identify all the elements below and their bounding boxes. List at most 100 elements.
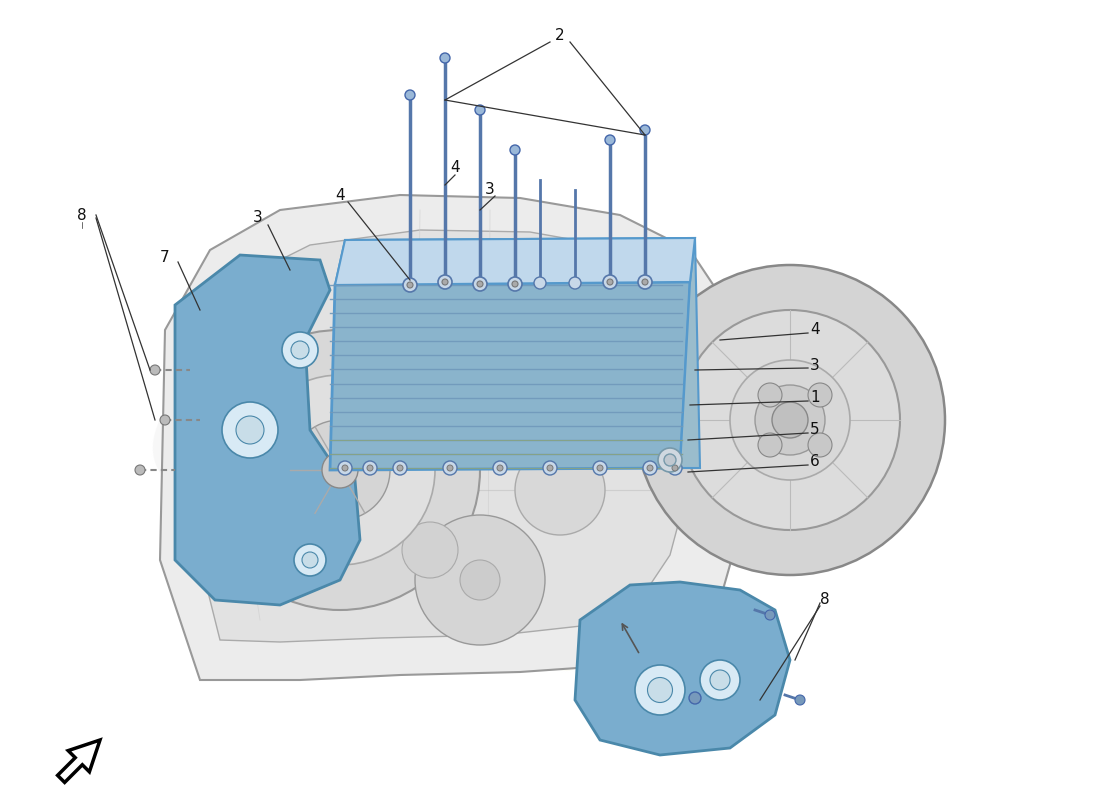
Circle shape (415, 515, 544, 645)
Circle shape (534, 277, 546, 289)
Polygon shape (195, 230, 695, 642)
Circle shape (407, 282, 412, 288)
Circle shape (638, 275, 652, 289)
Text: 4: 4 (336, 187, 344, 202)
Circle shape (772, 402, 808, 438)
Circle shape (795, 695, 805, 705)
Circle shape (438, 275, 452, 289)
Circle shape (440, 53, 450, 63)
Circle shape (644, 461, 657, 475)
Circle shape (758, 433, 782, 457)
Circle shape (342, 465, 348, 471)
Circle shape (405, 90, 415, 100)
Circle shape (642, 279, 648, 285)
Circle shape (680, 310, 900, 530)
Circle shape (518, 328, 562, 372)
Circle shape (700, 660, 740, 700)
Circle shape (808, 383, 832, 407)
Circle shape (150, 365, 160, 375)
Circle shape (403, 278, 417, 292)
Ellipse shape (550, 242, 578, 254)
Circle shape (450, 350, 510, 410)
Text: 3: 3 (485, 182, 495, 198)
Polygon shape (336, 238, 695, 285)
Circle shape (658, 448, 682, 472)
Circle shape (222, 402, 278, 458)
Circle shape (367, 465, 373, 471)
Circle shape (605, 135, 615, 145)
Circle shape (672, 465, 678, 471)
Circle shape (460, 560, 500, 600)
Circle shape (758, 383, 782, 407)
Text: 8: 8 (820, 593, 829, 607)
Text: 3: 3 (253, 210, 263, 226)
Circle shape (635, 665, 685, 715)
Circle shape (730, 360, 850, 480)
Circle shape (764, 610, 776, 620)
Circle shape (160, 415, 170, 425)
Circle shape (473, 277, 487, 291)
Ellipse shape (490, 249, 520, 261)
Polygon shape (575, 582, 790, 755)
Text: 2: 2 (556, 27, 564, 42)
Circle shape (292, 341, 309, 359)
Circle shape (447, 465, 453, 471)
Circle shape (547, 465, 553, 471)
Circle shape (236, 416, 264, 444)
Circle shape (808, 433, 832, 457)
Circle shape (477, 281, 483, 287)
Circle shape (603, 275, 617, 289)
Circle shape (402, 522, 458, 578)
Text: 6: 6 (810, 454, 820, 470)
Circle shape (635, 265, 945, 575)
Circle shape (497, 465, 503, 471)
Circle shape (294, 544, 326, 576)
Circle shape (442, 279, 448, 285)
Circle shape (593, 461, 607, 475)
Circle shape (515, 445, 605, 535)
Polygon shape (175, 255, 360, 605)
Polygon shape (336, 238, 695, 285)
Circle shape (668, 461, 682, 475)
Circle shape (755, 385, 825, 455)
Circle shape (393, 461, 407, 475)
Circle shape (648, 678, 672, 702)
Text: 8: 8 (77, 207, 87, 222)
Text: 4: 4 (810, 322, 820, 338)
Circle shape (322, 452, 358, 488)
Circle shape (664, 454, 676, 466)
Circle shape (443, 461, 456, 475)
Circle shape (340, 290, 379, 330)
Circle shape (493, 461, 507, 475)
Text: a passion: a passion (200, 485, 668, 715)
Text: 7: 7 (161, 250, 169, 266)
Circle shape (397, 465, 403, 471)
FancyBboxPatch shape (488, 253, 522, 297)
Circle shape (543, 461, 557, 475)
Circle shape (338, 461, 352, 475)
Ellipse shape (600, 247, 625, 257)
Circle shape (302, 552, 318, 568)
Circle shape (290, 420, 390, 520)
Circle shape (508, 277, 522, 291)
Text: 5: 5 (810, 422, 820, 438)
FancyBboxPatch shape (548, 246, 580, 285)
Circle shape (282, 332, 318, 368)
Circle shape (569, 277, 581, 289)
Circle shape (510, 145, 520, 155)
Circle shape (395, 305, 465, 375)
Text: 1: 1 (810, 390, 820, 406)
Circle shape (640, 125, 650, 135)
FancyBboxPatch shape (598, 250, 627, 286)
Polygon shape (330, 282, 690, 470)
Text: 3: 3 (810, 358, 820, 373)
Circle shape (647, 465, 653, 471)
Polygon shape (57, 740, 100, 782)
Circle shape (512, 281, 518, 287)
Polygon shape (680, 238, 700, 468)
Circle shape (475, 105, 485, 115)
Circle shape (710, 670, 730, 690)
Circle shape (689, 692, 701, 704)
Circle shape (607, 279, 613, 285)
Circle shape (363, 461, 377, 475)
